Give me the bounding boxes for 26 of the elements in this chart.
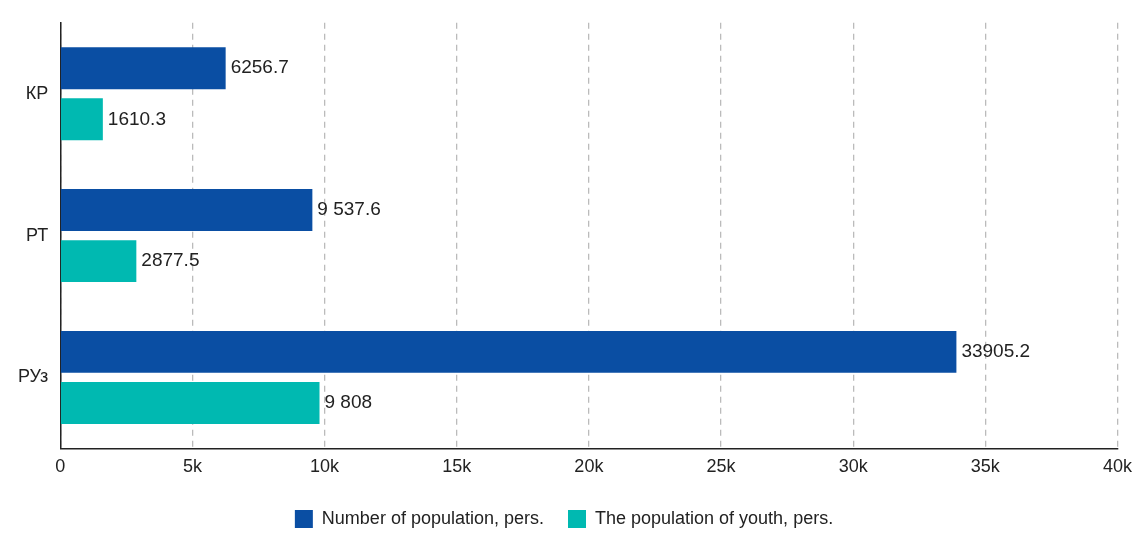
x-tick-label: 40k (1102, 456, 1133, 477)
x-tick-label: 10k (310, 456, 341, 477)
x-tick-label: 0 (55, 456, 66, 477)
data-label: 2877.5 (141, 249, 200, 271)
x-tick-label: 35k (970, 456, 1001, 477)
y-tick-label: КР (25, 82, 49, 103)
bar (60, 240, 137, 283)
bar (60, 382, 320, 424)
bar (60, 47, 226, 90)
bar (60, 189, 313, 231)
data-label: 9 537.6 (317, 198, 381, 220)
data-label: 6256.7 (230, 56, 289, 78)
bar (60, 98, 103, 141)
data-label: 1610.3 (107, 107, 166, 129)
legend-label: The population of youth, pers. (594, 507, 834, 528)
x-tick-label: 5k (182, 456, 203, 477)
y-tick-label: РТ (26, 224, 49, 245)
x-tick-label: 25k (706, 456, 737, 477)
bar (60, 330, 957, 373)
y-tick-label: РУз (17, 366, 49, 387)
data-label: 9 808 (324, 391, 373, 413)
x-tick-label: 15k (442, 456, 473, 477)
legend-label: Number of population, pers. (321, 507, 544, 528)
x-tick-label: 20k (574, 456, 605, 477)
x-tick-label: 30k (838, 456, 869, 477)
data-label: 33905.2 (961, 340, 1031, 362)
